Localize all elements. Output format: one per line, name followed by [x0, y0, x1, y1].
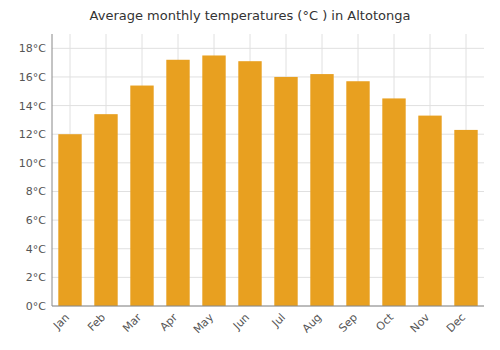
x-tick-label: Aug [300, 311, 324, 335]
y-axis-line [52, 34, 53, 306]
bar [202, 55, 225, 306]
bar [166, 60, 189, 306]
bar [346, 81, 369, 306]
y-tick-label: 4°C [26, 243, 46, 256]
y-tick-label: 12°C [19, 128, 46, 141]
bar [382, 98, 405, 306]
y-tick-label: 2°C [26, 271, 46, 284]
x-axis-line [52, 306, 484, 307]
y-tick-label: 18°C [19, 42, 46, 55]
x-tick-label: Jun [230, 311, 252, 333]
y-tick-label: 0°C [26, 300, 46, 313]
bar [238, 61, 261, 306]
y-grid-line [52, 76, 484, 77]
bar [58, 134, 81, 306]
x-tick-label: Nov [408, 311, 433, 336]
x-tick-label: Sep [336, 311, 360, 335]
x-tick-label: Dec [444, 311, 468, 335]
bar [418, 116, 441, 306]
y-grid-line [52, 105, 484, 106]
y-tick-label: 10°C [19, 157, 46, 170]
y-grid-line [52, 48, 484, 49]
y-grid-line [52, 306, 484, 307]
title: Average monthly temperatures (°C ) in Al… [90, 8, 411, 23]
x-tick-label: May [191, 311, 217, 337]
x-tick-label: Oct [373, 310, 396, 333]
x-tick-label: Mar [120, 311, 144, 335]
x-tick-label: Jul [269, 311, 288, 330]
x-tick-label: Feb [85, 311, 108, 334]
bar [310, 74, 333, 306]
chart-container: Average monthly temperatures (°C ) in Al… [0, 0, 500, 350]
y-tick-label: 14°C [19, 100, 46, 113]
bar [274, 77, 297, 306]
y-tick-label: 8°C [26, 185, 46, 198]
x-tick-label: Apr [157, 311, 180, 334]
chart-svg: Average monthly temperatures (°C ) in Al… [0, 0, 500, 350]
bar [130, 86, 153, 306]
bar [94, 114, 117, 306]
x-tick-label: Jan [50, 311, 72, 333]
grid [52, 34, 484, 306]
y-tick-label: 6°C [26, 214, 46, 227]
y-tick-label: 16°C [19, 71, 46, 84]
bars [58, 55, 477, 306]
bar [454, 130, 477, 306]
